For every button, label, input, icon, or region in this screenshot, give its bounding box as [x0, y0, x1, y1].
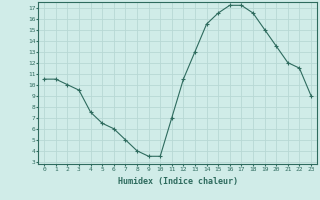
X-axis label: Humidex (Indice chaleur): Humidex (Indice chaleur) — [118, 177, 238, 186]
